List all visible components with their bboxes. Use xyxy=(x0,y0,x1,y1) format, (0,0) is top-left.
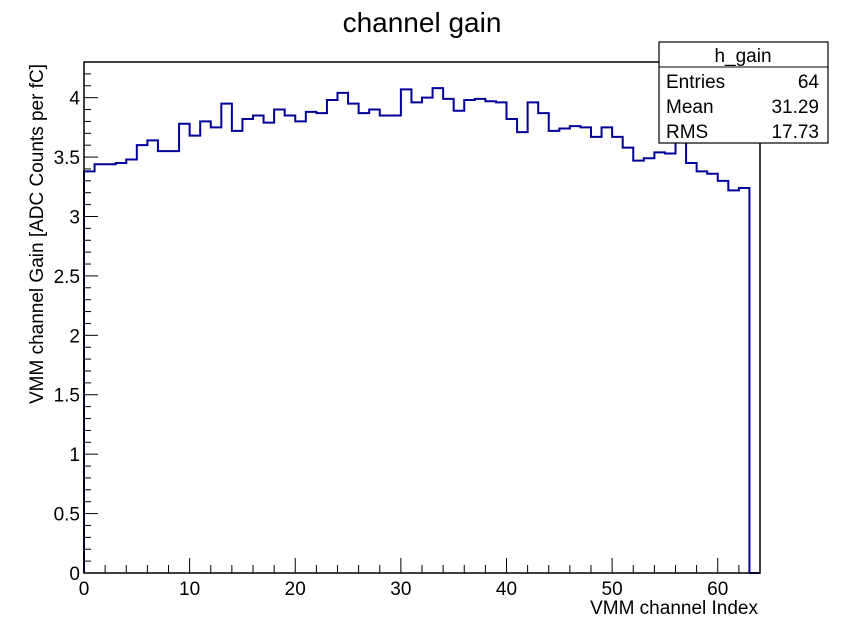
stats-rms-value: 17.73 xyxy=(771,122,819,143)
y-tick-label: 1.5 xyxy=(54,386,80,407)
x-tick-label: 0 xyxy=(79,579,90,600)
y-tick-label: 1 xyxy=(69,445,80,466)
stats-entries-label: Entries xyxy=(666,72,725,93)
y-axis-label: VMM channel Gain [ADC Counts per fC] xyxy=(27,64,48,404)
x-tick-label: 60 xyxy=(707,579,728,600)
y-tick-label: 3.5 xyxy=(54,148,80,169)
stats-entries-value: 64 xyxy=(798,72,820,93)
histogram-series xyxy=(83,87,760,574)
plot-frame xyxy=(83,61,761,574)
y-tick-label: 4 xyxy=(69,89,80,110)
y-tick-label: 0.5 xyxy=(54,505,80,526)
y-tick-label: 3 xyxy=(69,207,80,228)
x-tick-label: 30 xyxy=(390,579,411,600)
chart-title: channel gain xyxy=(343,7,502,38)
stats-mean-value: 31.29 xyxy=(771,97,819,118)
x-axis-label: VMM channel Index xyxy=(590,598,758,619)
y-tick-label: 2.5 xyxy=(54,267,80,288)
x-tick-label: 50 xyxy=(602,579,623,600)
x-tick-label: 20 xyxy=(285,579,306,600)
stats-mean-label: Mean xyxy=(666,97,714,118)
stats-box-title: h_gain xyxy=(714,46,771,67)
x-tick-label: 40 xyxy=(496,579,517,600)
y-tick-label: 0 xyxy=(69,564,80,585)
stats-rms-label: RMS xyxy=(666,122,708,143)
x-tick-label: 10 xyxy=(179,579,200,600)
stats-box: h_gain Entries 64 Mean 31.29 RMS 17.73 xyxy=(658,41,829,144)
y-tick-label: 2 xyxy=(69,326,80,347)
y-axis-ticks: 0 0.5 1 1.5 2 2.5 3 3.5 4 xyxy=(54,61,98,585)
x-axis-ticks: 0 10 20 30 40 50 60 xyxy=(79,558,761,600)
